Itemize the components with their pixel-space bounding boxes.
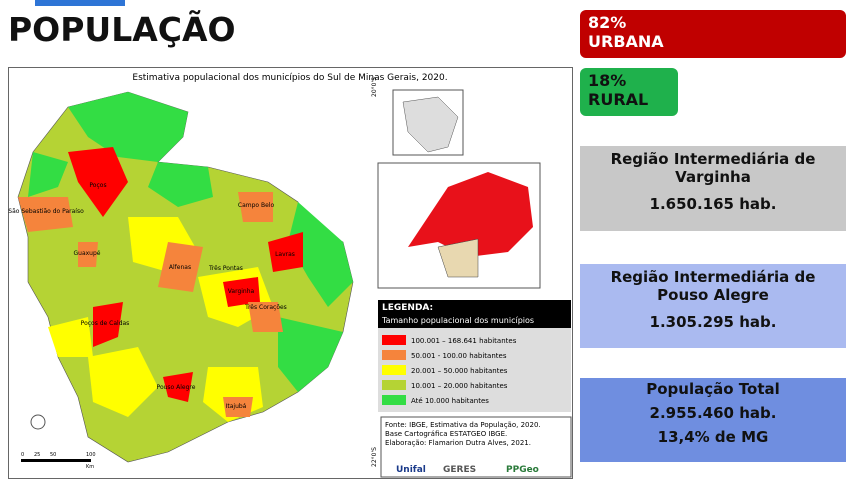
scale-label: 0 xyxy=(21,452,24,458)
city-label: Lavras xyxy=(275,251,295,258)
rural-badge: 18% RURAL xyxy=(580,68,678,116)
scale-label: Km xyxy=(86,464,94,470)
legend-swatch xyxy=(382,380,406,390)
sul-de-minas xyxy=(437,238,479,278)
city-label: Poços de Caldas xyxy=(81,320,130,327)
box-total: População Total 2.955.460 hab. 13,4% de MG xyxy=(580,378,846,462)
accent-bar xyxy=(35,0,125,6)
legend-label: 20.001 – 50.000 habitantes xyxy=(411,367,508,375)
legend-swatch xyxy=(382,350,406,360)
logo: GERES xyxy=(443,465,476,475)
scale-label: 50 xyxy=(50,452,56,458)
legend-heading: LEGENDA: xyxy=(382,303,433,313)
city-label: Três Corações xyxy=(244,304,287,311)
source-line: Base Cartográfica ESTATGEO IBGE. xyxy=(385,430,507,438)
city-label: São Sebastião do Paraíso xyxy=(8,208,84,215)
logo: Unifal xyxy=(396,465,426,475)
legend-header xyxy=(378,300,571,328)
badge-value: 18% xyxy=(588,71,627,90)
box-line: 2.955.460 hab. xyxy=(649,404,777,422)
badge-label: URBANA xyxy=(588,32,664,51)
legend-label: 100.001 – 168.641 habitantes xyxy=(411,337,517,345)
box-varginha: Região Intermediária de Varginha 1.650.16… xyxy=(580,146,846,231)
legend-swatch xyxy=(382,335,406,345)
city-label: Três Pontas xyxy=(208,265,243,272)
box-line: 13,4% de MG xyxy=(657,428,769,446)
legend-swatch xyxy=(382,365,406,375)
box-title: Região Intermediária de Pouso Alegre xyxy=(610,268,816,304)
city-label: Itajubá xyxy=(226,403,247,410)
scale-label: 100 xyxy=(86,452,96,458)
map-frame: Estimativa populacional dos municípios d… xyxy=(8,67,573,479)
mg-state xyxy=(408,172,533,257)
badge-label: RURAL xyxy=(588,90,649,109)
box-line: 1.650.165 hab. xyxy=(649,195,777,213)
brazil xyxy=(402,96,459,153)
badge-value: 82% xyxy=(588,13,627,32)
source-box xyxy=(380,416,572,478)
city-label: Pouso Alegre xyxy=(157,384,196,391)
city-label: Poços xyxy=(89,182,106,189)
city-label: Guaxupé xyxy=(74,250,101,257)
map-title: Estimativa populacional dos municípios d… xyxy=(132,73,447,83)
source-line: Fonte: IBGE, Estimativa da População, 20… xyxy=(385,421,541,429)
logo: PPGeo xyxy=(506,465,539,475)
box-line: 1.305.295 hab. xyxy=(649,313,777,331)
compass xyxy=(30,414,46,430)
legend-label: 10.001 – 20.000 habitantes xyxy=(411,382,508,390)
scale-label: 25 xyxy=(34,452,40,458)
title: POPULAÇÃO xyxy=(8,10,236,49)
urban-badge: 82% URBANA xyxy=(580,10,846,58)
city-label: Alfenas xyxy=(169,264,191,271)
scale-bar xyxy=(21,459,91,462)
city-label: Campo Belo xyxy=(238,202,275,209)
city-label: Varginha xyxy=(228,288,255,295)
source-line: Elaboração: Flamarion Dutra Alves, 2021. xyxy=(385,439,531,447)
legend-subtitle: Tamanho populacional dos municípios xyxy=(381,316,534,325)
legend-swatch xyxy=(382,395,406,405)
legend-label: Até 10.000 habitantes xyxy=(411,397,489,405)
box-title: Região Intermediária de Varginha xyxy=(610,150,816,186)
coord-label: 22°0'S xyxy=(371,447,378,467)
region xyxy=(17,91,354,463)
box-pouso-alegre: Região Intermediária de Pouso Alegre 1.30… xyxy=(580,264,846,348)
legend-label: 50.001 - 100.00 habitantes xyxy=(411,352,507,360)
coord-label: 20°0'S xyxy=(371,77,378,97)
box-title: População Total xyxy=(646,380,780,398)
